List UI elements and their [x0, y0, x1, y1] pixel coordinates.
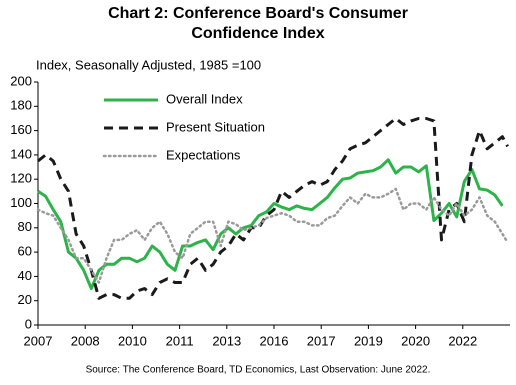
x-tick-label: 2011 [166, 333, 194, 348]
x-tick-label: 2008 [71, 333, 100, 348]
series-line [37, 158, 504, 291]
x-tick-label: 2017 [307, 333, 336, 348]
series-line [37, 117, 509, 300]
y-tick-label: 80 [18, 219, 32, 234]
legend-label: Expectations [166, 147, 241, 162]
source-note: Source: The Conference Board, TD Economi… [86, 365, 431, 376]
y-tick-label: 140 [10, 146, 32, 161]
x-tick-label: 2010 [118, 333, 147, 348]
x-tick-label: 2016 [260, 333, 289, 348]
y-tick-label: 60 [18, 244, 32, 259]
y-tick-label: 100 [10, 195, 32, 210]
legend-label: Present Situation [166, 119, 265, 134]
y-tick-label: 120 [10, 171, 32, 186]
series-line [36, 187, 509, 284]
subtitle: Index, Seasonally Adjusted, 1985 =100 [36, 57, 261, 72]
y-tick-label: 180 [10, 98, 32, 113]
legend-label: Overall Index [166, 91, 243, 106]
y-tick-label: 20 [18, 292, 32, 307]
x-tick-label: 2020 [401, 333, 430, 348]
chart-title: Chart 2: Conference Board's Consumer [108, 5, 408, 22]
y-tick-label: 40 [18, 268, 32, 283]
y-tick-label: 0 [25, 316, 32, 331]
x-tick-label: 2019 [354, 333, 383, 348]
x-tick-label: 2007 [24, 333, 53, 348]
y-tick-label: 200 [10, 73, 32, 88]
x-tick-label: 2013 [212, 333, 241, 348]
chart-title: Confidence Index [191, 25, 324, 42]
x-tick-label: 2022 [448, 333, 477, 348]
y-tick-label: 160 [10, 122, 32, 137]
